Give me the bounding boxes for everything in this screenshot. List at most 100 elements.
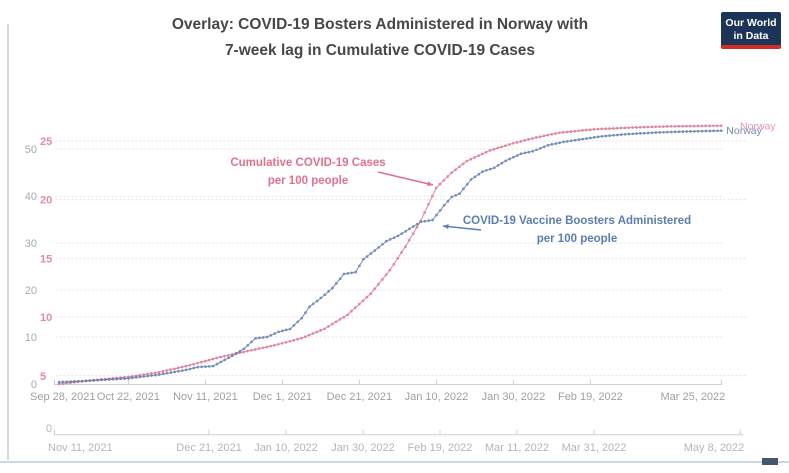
series-dot	[350, 309, 353, 313]
series-dot	[215, 356, 219, 360]
horizontal-scrollbar-thumb[interactable]	[762, 458, 778, 465]
series-dot	[388, 268, 392, 272]
x-tick-label: Jan 30, 2022	[331, 442, 395, 454]
series-dot	[500, 145, 503, 149]
x-axis-boosters: Sep 28, 2021 Oct 22, 2021 Nov 11, 2021 Dec …	[30, 379, 725, 403]
series-dot	[284, 340, 288, 344]
series-dot	[716, 129, 719, 133]
series-dot	[650, 131, 654, 135]
series-dot	[265, 335, 269, 339]
series-dot	[612, 133, 615, 137]
series-dot	[273, 332, 277, 335]
series-dot	[477, 154, 480, 158]
series-dot	[696, 124, 700, 128]
series-dot	[650, 125, 654, 129]
series-dot	[196, 361, 199, 365]
series-dot	[562, 140, 565, 144]
series-dot	[188, 363, 192, 367]
y-tick-label-boosters: 30	[25, 238, 37, 250]
series-dot	[542, 134, 546, 138]
series-dot	[642, 125, 646, 129]
series-dot	[407, 238, 411, 242]
series-dot	[385, 239, 388, 243]
series-dot	[600, 127, 604, 131]
series-dot	[142, 375, 146, 378]
series-dot	[184, 364, 188, 368]
series-dot	[608, 127, 611, 130]
series-dot	[519, 140, 523, 143]
series-dot	[430, 194, 434, 198]
series-dot	[662, 130, 665, 134]
series-dot	[511, 141, 515, 145]
series-dot	[323, 327, 326, 331]
y-tick-label-boosters: 20	[25, 285, 37, 297]
series-dot	[585, 137, 588, 140]
series-dot	[473, 175, 477, 179]
series-dot	[669, 130, 673, 134]
series-dot	[681, 124, 684, 128]
series-dot	[107, 378, 111, 381]
series-dot	[215, 362, 219, 366]
series-dot	[496, 146, 500, 150]
series-dot	[315, 330, 319, 334]
series-dot	[381, 242, 384, 246]
series-dot	[719, 129, 723, 133]
owid-logo[interactable]: Our World in Data	[721, 12, 781, 49]
series-dot	[130, 376, 134, 380]
series-dot	[346, 313, 349, 317]
series-dot	[165, 371, 169, 375]
series-dot	[646, 131, 650, 135]
series-dot	[138, 375, 142, 379]
series-dot	[169, 368, 172, 371]
series-dot	[411, 225, 415, 228]
series-dot	[550, 132, 554, 136]
series-dot	[384, 273, 388, 277]
series-dot	[685, 124, 688, 128]
series-dot	[712, 129, 715, 133]
series-dot	[338, 318, 342, 321]
series-dot	[654, 125, 657, 129]
series-dot	[534, 136, 538, 139]
x-tick-label: Mar 31, 2022	[562, 442, 627, 454]
series-dot	[481, 152, 484, 156]
series-dot	[584, 128, 588, 132]
x-tick-label: Jan 10, 2022	[254, 442, 318, 454]
x-axis-cases: Nov 11, 2021 Dec 21, 2021 Jan 10, 2022 Jan …	[48, 429, 744, 454]
y-axis-cases: 5 10 15 20 25 0	[40, 136, 52, 435]
series-dot	[589, 136, 592, 140]
x-tick-label: Dec 21, 2021	[327, 391, 392, 403]
y-tick-label-boosters: 0	[31, 379, 37, 391]
series-dot	[616, 133, 619, 137]
series-dot	[153, 371, 157, 375]
series-dot	[708, 129, 712, 133]
series-dot	[146, 374, 150, 378]
series-dot	[577, 138, 581, 141]
series-dot	[611, 127, 615, 130]
series-dot	[315, 299, 319, 303]
series-dot	[438, 208, 442, 212]
series-dot	[226, 353, 230, 357]
x-tick-label: Sep 28, 2021	[30, 391, 95, 403]
series-dot	[565, 130, 569, 134]
series-dot	[431, 218, 434, 222]
chart-title-line1: Overlay: COVID-19 Bosters Administered i…	[171, 16, 589, 33]
series-dot	[246, 349, 249, 353]
y-tick-label-boosters: 50	[25, 144, 37, 156]
series-dot	[334, 282, 338, 285]
gridlines	[55, 140, 746, 377]
series-boosters	[57, 129, 723, 384]
series-dot	[184, 368, 188, 372]
series-dot	[554, 132, 557, 135]
annotation-arrowhead	[427, 181, 433, 187]
series-dot	[458, 192, 461, 196]
series-dot	[446, 199, 450, 203]
series-dot	[688, 124, 692, 128]
series-dot	[608, 134, 611, 137]
x-tick-label: Feb 19, 2022	[408, 442, 473, 454]
horizontal-scrollbar-track[interactable]	[0, 461, 789, 463]
end-label-cases: Norway	[740, 121, 776, 133]
series-dot	[450, 195, 454, 199]
series-dot	[488, 167, 492, 171]
